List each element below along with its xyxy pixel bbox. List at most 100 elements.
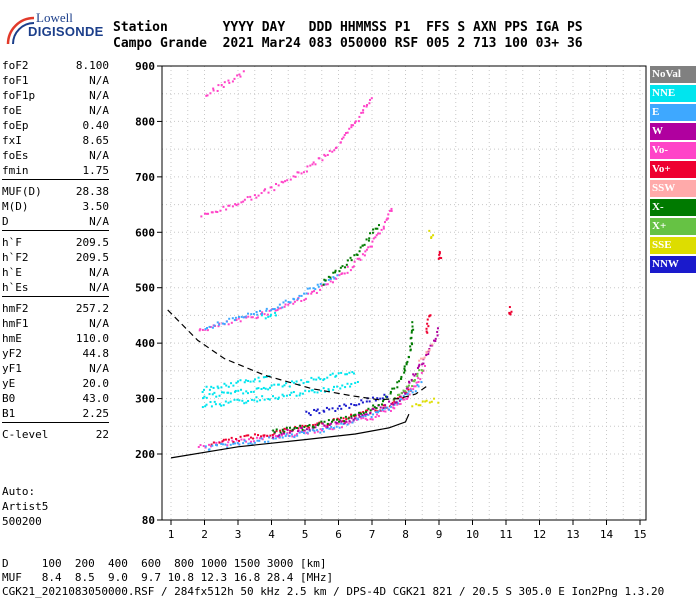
echo-point — [237, 315, 240, 318]
echo-point — [323, 153, 326, 156]
echo-point — [353, 403, 356, 406]
echo-point — [318, 412, 321, 415]
echo-point — [380, 228, 383, 231]
echo-point — [273, 383, 276, 386]
echo-point — [205, 94, 208, 97]
echo-point — [421, 369, 424, 372]
echo-point — [411, 391, 414, 394]
echo-point — [322, 283, 325, 286]
echo-point — [223, 81, 226, 84]
echo-point — [313, 391, 316, 394]
echo-point — [342, 423, 345, 426]
echo-point — [343, 403, 346, 406]
echo-point — [366, 409, 369, 412]
echo-point — [301, 424, 304, 427]
echo-point — [284, 435, 287, 438]
echo-point — [237, 380, 240, 383]
echo-point — [307, 292, 310, 295]
x-tick-label: 11 — [499, 528, 512, 541]
echo-point — [334, 269, 337, 272]
echo-point — [410, 342, 413, 345]
echo-point — [263, 440, 266, 443]
echo-point — [238, 73, 241, 76]
echo-point — [303, 299, 306, 302]
echo-point — [274, 397, 277, 400]
echo-point — [305, 292, 308, 295]
echo-point — [310, 376, 313, 379]
echo-point — [428, 229, 431, 232]
echo-point — [234, 390, 237, 393]
echo-point — [257, 194, 260, 197]
echo-point — [349, 256, 352, 259]
param-value: 28.38 — [75, 185, 109, 198]
echo-point — [288, 431, 291, 434]
echo-point — [215, 441, 218, 444]
echo-point — [399, 395, 402, 398]
echo-point — [298, 394, 301, 397]
echo-point — [243, 435, 246, 438]
echo-point — [344, 386, 347, 389]
echo-point — [287, 301, 290, 304]
echo-point — [405, 387, 408, 390]
x-tick-label: 5 — [302, 528, 309, 541]
echo-point — [252, 390, 255, 393]
echo-point — [393, 397, 396, 400]
echo-point — [436, 330, 439, 333]
echo-point — [320, 284, 323, 287]
echo-point — [277, 398, 280, 401]
echo-point — [221, 440, 224, 443]
echo-point — [206, 326, 209, 329]
echo-point — [377, 232, 380, 235]
echo-point — [333, 385, 336, 388]
echo-point — [401, 397, 404, 400]
echo-point — [509, 312, 512, 315]
echo-point — [411, 325, 414, 328]
echo-point — [438, 250, 441, 253]
echo-point — [339, 141, 342, 144]
param-label: C-level — [2, 428, 49, 441]
echo-point — [292, 175, 295, 178]
echo-point — [404, 392, 407, 395]
echo-point — [224, 443, 227, 446]
echo-point — [328, 423, 331, 426]
echo-point — [416, 372, 419, 375]
param-value: N/A — [89, 317, 109, 330]
echo-point — [329, 278, 332, 281]
echo-point — [261, 438, 264, 441]
echo-point — [384, 407, 387, 410]
echo-point — [268, 436, 271, 439]
echo-point — [209, 92, 212, 95]
echo-point — [225, 384, 228, 387]
echo-point — [281, 436, 284, 439]
echo-point — [235, 381, 238, 384]
echo-point — [252, 380, 255, 383]
echo-point — [256, 400, 259, 403]
echo-point — [288, 301, 291, 304]
echo-point — [207, 212, 210, 215]
echo-point — [289, 301, 292, 304]
echo-point — [258, 380, 261, 383]
echo-point — [293, 434, 296, 437]
echo-point — [272, 437, 275, 440]
echo-point — [263, 434, 266, 437]
echo-point — [343, 134, 346, 137]
echo-point — [305, 428, 308, 431]
echo-point — [365, 400, 368, 403]
echo-point — [319, 288, 322, 291]
echo-point — [268, 375, 271, 378]
echo-point — [298, 383, 301, 386]
echo-point — [201, 390, 204, 393]
echo-point — [338, 426, 341, 429]
echo-point — [311, 426, 314, 429]
param-row: foF2 8.100 — [2, 58, 109, 73]
echo-point — [389, 405, 392, 408]
echo-point — [379, 406, 382, 409]
echo-point — [382, 410, 385, 413]
echo-point — [260, 437, 263, 440]
echo-point — [237, 317, 240, 320]
echo-point — [308, 423, 311, 426]
echo-point — [339, 419, 342, 422]
echo-point — [317, 423, 320, 426]
echo-point — [308, 429, 311, 432]
param-value: N/A — [89, 281, 109, 294]
